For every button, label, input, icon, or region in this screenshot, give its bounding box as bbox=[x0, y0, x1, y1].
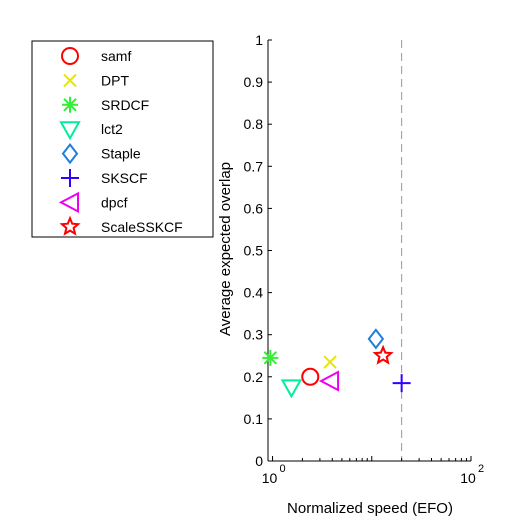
x-tick-base: 10 bbox=[262, 470, 278, 486]
legend-label: SRDCF bbox=[101, 97, 149, 113]
legend-label: DPT bbox=[101, 72, 129, 88]
point-dpt bbox=[323, 355, 337, 369]
legend-marker bbox=[61, 169, 79, 187]
legend-item-dpt: DPT bbox=[63, 72, 129, 88]
x-axis-label: Normalized speed (EFO) bbox=[287, 500, 453, 517]
point-lct2 bbox=[280, 379, 303, 399]
legend-marker bbox=[59, 121, 81, 141]
y-axis-label: Average expected overlap bbox=[217, 162, 234, 336]
x-tick-exponent: 2 bbox=[478, 463, 484, 475]
legend-item-staple: Staple bbox=[61, 142, 141, 165]
legend-label: samf bbox=[101, 48, 131, 64]
x-tick-base: 10 bbox=[460, 470, 476, 486]
y-tick-label: 0.2 bbox=[244, 369, 264, 385]
legend-item-dpcf: dpcf bbox=[58, 191, 128, 214]
x-tick-label: 102 bbox=[460, 463, 484, 486]
point-skscf bbox=[392, 374, 411, 393]
legend-marker bbox=[63, 73, 77, 88]
legend-marker bbox=[58, 191, 79, 214]
point-samf bbox=[301, 367, 320, 386]
legend-item-skscf: SKSCF bbox=[61, 169, 148, 187]
legend-box bbox=[31, 40, 214, 238]
y-tick-label: 0.3 bbox=[244, 327, 264, 343]
legend-label: lct2 bbox=[101, 121, 123, 137]
legend-item-srdcf: SRDCF bbox=[62, 96, 149, 113]
y-tick-label: 0.8 bbox=[244, 116, 264, 132]
point-scalesskcf bbox=[372, 344, 394, 365]
y-tick-label: 0.5 bbox=[244, 243, 264, 259]
y-tick-label: 0 bbox=[255, 453, 263, 469]
y-tick-label: 0.1 bbox=[244, 411, 264, 427]
y-tick-label: 0.4 bbox=[244, 285, 264, 301]
y-tick-label: 0.6 bbox=[244, 200, 264, 216]
legend-label: ScaleSSKCF bbox=[101, 219, 183, 235]
legend-marker bbox=[62, 96, 78, 113]
legend-marker bbox=[59, 215, 81, 236]
legend-label: SKSCF bbox=[101, 170, 148, 186]
point-srdcf bbox=[262, 349, 279, 366]
legend-item-lct2: lct2 bbox=[59, 121, 123, 141]
point-dpcf bbox=[318, 370, 340, 392]
legend-label: Staple bbox=[101, 146, 141, 162]
legend-item-samf: samf bbox=[61, 47, 131, 65]
legend: samf DPT SRDCF lct2 Staple SKSCF dpcf ScaleSSKC… bbox=[31, 40, 214, 238]
legend-marker bbox=[61, 47, 79, 65]
x-tick-label: 100 bbox=[262, 463, 286, 486]
y-tick-label: 1 bbox=[255, 32, 263, 48]
legend-label: dpcf bbox=[101, 194, 128, 210]
y-tick-label: 0.7 bbox=[244, 158, 264, 174]
legend-marker bbox=[61, 142, 79, 165]
point-staple bbox=[367, 328, 385, 350]
y-tick-label: 0.9 bbox=[244, 74, 264, 90]
x-tick-exponent: 0 bbox=[279, 463, 285, 475]
legend-item-scalesskcf: ScaleSSKCF bbox=[59, 215, 183, 236]
